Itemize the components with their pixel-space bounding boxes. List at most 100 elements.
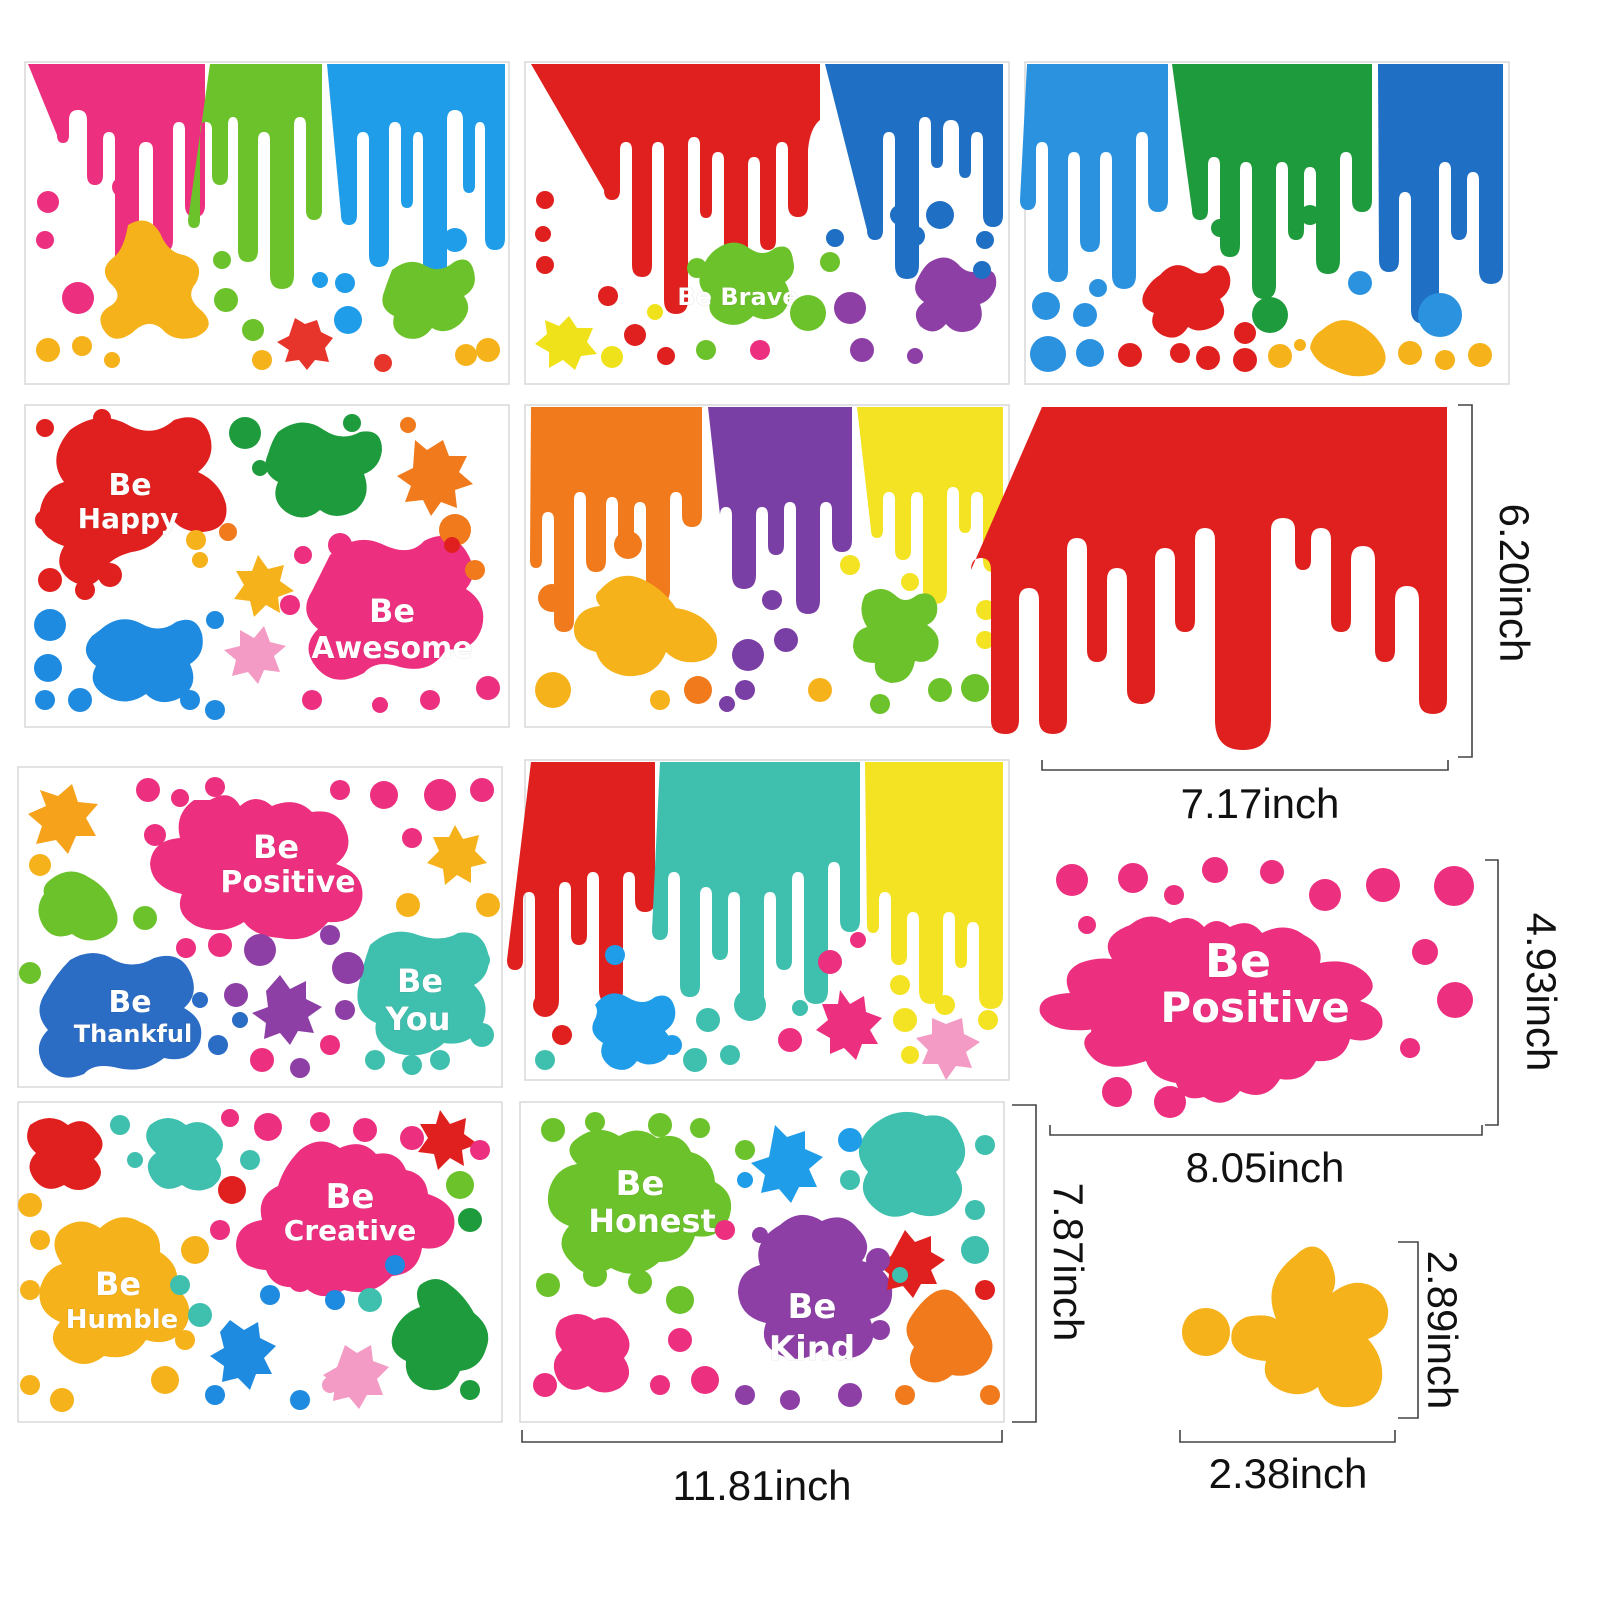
splat-red-star — [418, 1110, 478, 1170]
drip-teal — [652, 762, 860, 1019]
splat-green — [853, 589, 939, 683]
drip-sample-red — [971, 407, 1447, 750]
dimension-drip-height: 6.20inch — [1491, 504, 1538, 663]
drip-yellow — [857, 407, 1003, 604]
dots-sheet-5 — [535, 531, 996, 714]
phrase-be-happy-2: Happy — [78, 502, 179, 535]
dimension-blob-height: 2.89inch — [1419, 1251, 1466, 1410]
sticker-sheet-2: Be Brave — [524, 61, 1010, 385]
dimension-line-sheet-width — [521, 1430, 1003, 1443]
drip-sample: 7.17inch 6.20inch — [971, 404, 1538, 827]
dots-sheet-6 — [19, 777, 500, 1078]
drip-blue — [1378, 64, 1503, 324]
phrase-be-awesome-2: Awesome — [311, 631, 472, 666]
splat-be-humble — [39, 1217, 190, 1364]
splat-yellow — [573, 575, 718, 677]
splat-red — [277, 318, 333, 370]
dimension-line-drip-width — [1041, 760, 1449, 771]
sticker-sheet-3 — [1020, 61, 1510, 385]
dots-sheet-8 — [18, 1109, 490, 1412]
phrase-be-thankful-1: Be — [108, 985, 151, 1020]
splat-be-kind — [738, 1214, 893, 1359]
sticker-sheet-9: Be Honest Be Kind — [519, 1101, 1005, 1423]
splat-yellow-star — [234, 555, 294, 617]
dots-sheet-4 — [34, 409, 500, 720]
phrase-be-awesome-1: Be — [369, 592, 415, 630]
sticker-sheet-5 — [524, 404, 1010, 728]
splat-green — [391, 1279, 489, 1391]
dimension-splat-height: 4.93inch — [1518, 913, 1565, 1072]
dimension-line-drip-height — [1458, 404, 1473, 758]
splat-be-brave — [699, 242, 794, 325]
splat-purple — [252, 975, 322, 1045]
dimension-line-splat-width — [1049, 1125, 1483, 1136]
dots-sheet-9 — [533, 1112, 1000, 1410]
sticker-sheet-1 — [24, 61, 510, 385]
phrase-be-honest-1: Be — [616, 1164, 665, 1204]
phrase-be-brave: Be Brave — [677, 283, 798, 311]
phrase-be-kind-2: Kind — [769, 1329, 856, 1369]
phrase-sample-top: Be — [1205, 934, 1271, 988]
blob-sample: 2.38inch 2.89inch — [1179, 1241, 1466, 1497]
phrase-be-humble-1: Be — [95, 1265, 141, 1303]
splat-pink — [816, 990, 882, 1060]
splat-be-you — [357, 931, 489, 1056]
dots-sheet-1 — [36, 177, 500, 372]
dots-sheet-3 — [1030, 205, 1492, 372]
splat-light-pink — [224, 626, 286, 684]
splat-sample-pink — [1039, 916, 1383, 1103]
sticker-sheet-8: Be Creative Be Humble — [17, 1101, 503, 1423]
splat-light-pink — [916, 1018, 980, 1080]
splat-orange — [397, 440, 473, 516]
phrase-be-you-1: Be — [397, 962, 443, 1000]
dimension-drip-width: 7.17inch — [1181, 780, 1340, 827]
drip-green — [188, 64, 322, 289]
drip-blue — [825, 64, 1003, 279]
splat-light-pink — [323, 1345, 389, 1409]
splat-blue — [592, 993, 676, 1070]
dimension-sheet-height: 7.87inch — [1045, 1183, 1092, 1342]
phrase-be-thankful-2: Thankful — [74, 1020, 192, 1048]
sticker-sheet-7 — [507, 759, 1010, 1081]
splat-blue — [85, 619, 203, 703]
dimension-line-sheet-height — [1012, 1104, 1037, 1423]
splat-green — [38, 871, 118, 941]
phrase-be-humble-2: Humble — [66, 1305, 179, 1335]
splat-be-honest — [547, 1129, 732, 1274]
dimension-line-blob-height — [1398, 1241, 1419, 1419]
splat-pink — [553, 1314, 630, 1393]
splat-be-happy — [39, 417, 227, 586]
splat-be-positive — [150, 795, 363, 940]
drip-pink — [28, 64, 205, 274]
splat-orange — [906, 1289, 993, 1383]
splat-blue — [210, 1320, 276, 1390]
blob-sample-dot — [1182, 1308, 1230, 1356]
sticker-sheet-6: Be Positive Be Thankful Be You — [17, 766, 503, 1088]
splat-red — [877, 1230, 945, 1298]
splat-yellow — [100, 220, 209, 339]
drip-green — [1172, 64, 1372, 299]
blob-sample-yellow — [1231, 1246, 1389, 1408]
drip-orange — [530, 407, 702, 632]
dimension-line-blob-width — [1179, 1430, 1396, 1443]
phrase-be-positive-2: Positive — [220, 865, 355, 900]
splat-yellow — [1310, 320, 1386, 377]
splat-green — [265, 422, 382, 518]
splat-sample: Be Positive 8.05inch 4.93inch — [1039, 857, 1565, 1191]
sheet-size-dimensions: 11.81inch 7.87inch — [521, 1104, 1092, 1509]
splat-green — [382, 259, 475, 339]
phrase-be-happy-1: Be — [108, 468, 151, 503]
splat-yellow — [427, 825, 487, 885]
phrase-be-you-2: You — [385, 1000, 451, 1038]
drip-lightblue — [1020, 64, 1168, 289]
splat-be-thankful — [38, 953, 202, 1078]
splat-yellow — [535, 316, 597, 370]
splat-teal — [146, 1118, 223, 1191]
splat-orange — [28, 784, 98, 854]
splat-blue — [751, 1125, 823, 1203]
dots-splat-sample — [1056, 857, 1474, 1118]
phrase-be-creative-2: Creative — [284, 1214, 416, 1247]
dimension-splat-width: 8.05inch — [1186, 1144, 1345, 1191]
splat-red — [1142, 265, 1231, 338]
